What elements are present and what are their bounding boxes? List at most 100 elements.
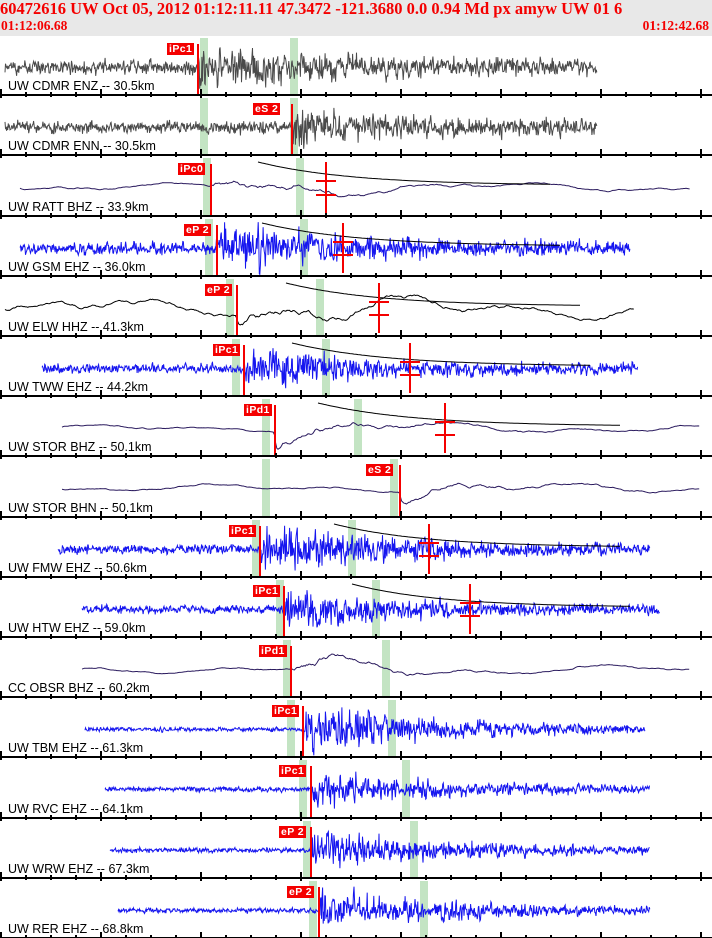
axis-tick-minor: [175, 272, 177, 278]
axis-tick-minor: [450, 152, 452, 158]
phase-pick-marker[interactable]: [274, 405, 276, 456]
amplitude-decay-curve: [257, 161, 551, 186]
axis-tick-minor: [75, 934, 77, 938]
axis-tick-minor: [150, 513, 152, 519]
axis-tick-minor: [325, 212, 327, 218]
trace-row[interactable]: eP 2 UW WRW EHZ -- 67.3km: [0, 819, 712, 881]
axis-tick-major: [200, 329, 202, 339]
trace-row[interactable]: iPc1 UW TBM EHZ -- 61.3km: [0, 698, 712, 761]
phase-pick-marker[interactable]: [197, 44, 199, 95]
s-wave-window-band: [296, 158, 304, 217]
axis-tick-minor: [675, 573, 677, 579]
phase-pick-marker[interactable]: [291, 104, 293, 155]
axis-tick-minor: [625, 393, 627, 399]
axis-tick-minor: [225, 573, 227, 579]
axis-tick-minor: [675, 694, 677, 700]
trace-row[interactable]: eP 2 UW RER EHZ -- 68.8km: [0, 879, 712, 938]
phase-pick-marker[interactable]: [243, 345, 245, 396]
axis-tick-major: [100, 570, 102, 580]
phase-pick-marker[interactable]: [216, 224, 218, 275]
phase-pick-marker[interactable]: [318, 886, 320, 937]
trace-row[interactable]: eP 2 UW GSM EHZ -- 36.0km: [0, 217, 712, 279]
axis-tick-major: [100, 269, 102, 279]
waveform-trace: [61, 483, 700, 505]
phase-pick-label[interactable]: eP 2: [279, 825, 307, 838]
axis-tick-minor: [125, 393, 127, 399]
axis-tick-major: [700, 329, 702, 339]
axis-tick-minor: [275, 874, 277, 880]
phase-pick-label[interactable]: eP 2: [287, 885, 315, 898]
s-phase-pick-cross[interactable]: [316, 162, 336, 214]
trace-row[interactable]: iPc0 UW RATT BHZ -- 33.9km: [0, 156, 712, 219]
trace-row[interactable]: eP 2 UW ELW HHZ -- 41.3km: [0, 277, 712, 339]
phase-pick-marker[interactable]: [290, 646, 292, 697]
phase-pick-label[interactable]: iPc1: [272, 705, 300, 718]
waveform-trace: [4, 282, 634, 326]
trace-row[interactable]: iPc1 UW TWW EHZ -- 44.2km: [0, 337, 712, 400]
axis-tick-minor: [250, 814, 252, 820]
axis-tick-minor: [375, 92, 377, 98]
phase-pick-label[interactable]: iPc0: [178, 163, 206, 176]
phase-pick-label[interactable]: eP 2: [205, 283, 233, 296]
phase-pick-label[interactable]: iPd1: [259, 645, 287, 657]
axis-tick-major: [500, 630, 502, 640]
axis-tick-minor: [550, 874, 552, 880]
axis-tick-major: [0, 570, 2, 580]
axis-tick-major: [300, 691, 302, 701]
trace-panel-stack[interactable]: iPc1 UW CDMR ENZ -- 30.5km eS 2 UW CDMR ENN…: [0, 36, 712, 938]
phase-pick-label[interactable]: iPc1: [167, 43, 195, 55]
axis-tick-major: [600, 149, 602, 159]
axis-tick-major: [0, 630, 2, 640]
trace-row[interactable]: iPc1 UW RVC EHZ -- 64.1km: [0, 758, 712, 821]
phase-pick-marker[interactable]: [302, 706, 304, 757]
s-phase-pick-cross[interactable]: [460, 583, 480, 636]
axis-tick-minor: [225, 874, 227, 880]
phase-pick-marker[interactable]: [310, 826, 312, 877]
axis-tick-minor: [475, 633, 477, 639]
time-axis: [0, 756, 712, 759]
trace-row[interactable]: iPd1 UW STOR BHZ -- 50.1km: [0, 397, 712, 460]
axis-tick-minor: [425, 934, 427, 938]
axis-tick-minor: [575, 694, 577, 700]
phase-pick-marker[interactable]: [399, 465, 401, 516]
trace-row[interactable]: iPc1 UW CDMR ENZ -- 30.5km: [0, 36, 712, 99]
axis-tick-minor: [350, 393, 352, 399]
phase-pick-marker[interactable]: [310, 766, 312, 817]
phase-pick-label[interactable]: iPc1: [253, 584, 281, 597]
trace-row[interactable]: eS 2 UW CDMR ENN -- 30.5km: [0, 96, 712, 159]
axis-tick-minor: [650, 152, 652, 158]
trace-row[interactable]: iPd1 CC OBSR BHZ -- 60.2km: [0, 638, 712, 701]
phase-pick-label[interactable]: iPd1: [244, 404, 272, 417]
phase-pick-marker[interactable]: [283, 585, 285, 636]
s-phase-pick-cross[interactable]: [333, 222, 353, 275]
phase-pick-label[interactable]: iPc1: [213, 344, 241, 356]
phase-pick-marker[interactable]: [236, 284, 238, 335]
axis-tick-minor: [250, 393, 252, 399]
waveform-trace: [57, 523, 651, 571]
trace-row[interactable]: eS 2 UW STOR BHN -- 50.1km: [0, 457, 712, 520]
station-channel-label: UW RVC EHZ -- 64.1km: [8, 801, 144, 816]
axis-tick-major: [300, 149, 302, 159]
s-phase-pick-cross[interactable]: [435, 403, 455, 455]
phase-pick-label[interactable]: eS 2: [253, 103, 281, 116]
phase-pick-label[interactable]: iPc1: [279, 765, 307, 778]
axis-tick-minor: [150, 272, 152, 278]
trace-row[interactable]: iPc1 UW HTW EHZ -- 59.0km: [0, 578, 712, 640]
axis-tick-minor: [250, 633, 252, 639]
s-wave-window-band: [303, 820, 311, 879]
axis-tick-minor: [250, 152, 252, 158]
axis-tick-major: [200, 811, 202, 821]
s-phase-pick-cross[interactable]: [369, 282, 389, 335]
phase-pick-label[interactable]: eS 2: [366, 464, 394, 477]
phase-pick-marker[interactable]: [210, 164, 212, 215]
trace-row[interactable]: iPc1 UW FMW EHZ -- 50.6km: [0, 518, 712, 580]
axis-tick-major: [400, 510, 402, 520]
s-phase-pick-cross[interactable]: [419, 523, 439, 576]
phase-pick-label[interactable]: eP 2: [184, 223, 212, 236]
axis-tick-minor: [650, 513, 652, 519]
phase-pick-label[interactable]: iPc1: [229, 524, 257, 537]
axis-tick-major: [600, 269, 602, 279]
axis-tick-major: [500, 931, 502, 938]
s-phase-pick-cross[interactable]: [400, 343, 420, 395]
phase-pick-marker[interactable]: [259, 525, 261, 576]
